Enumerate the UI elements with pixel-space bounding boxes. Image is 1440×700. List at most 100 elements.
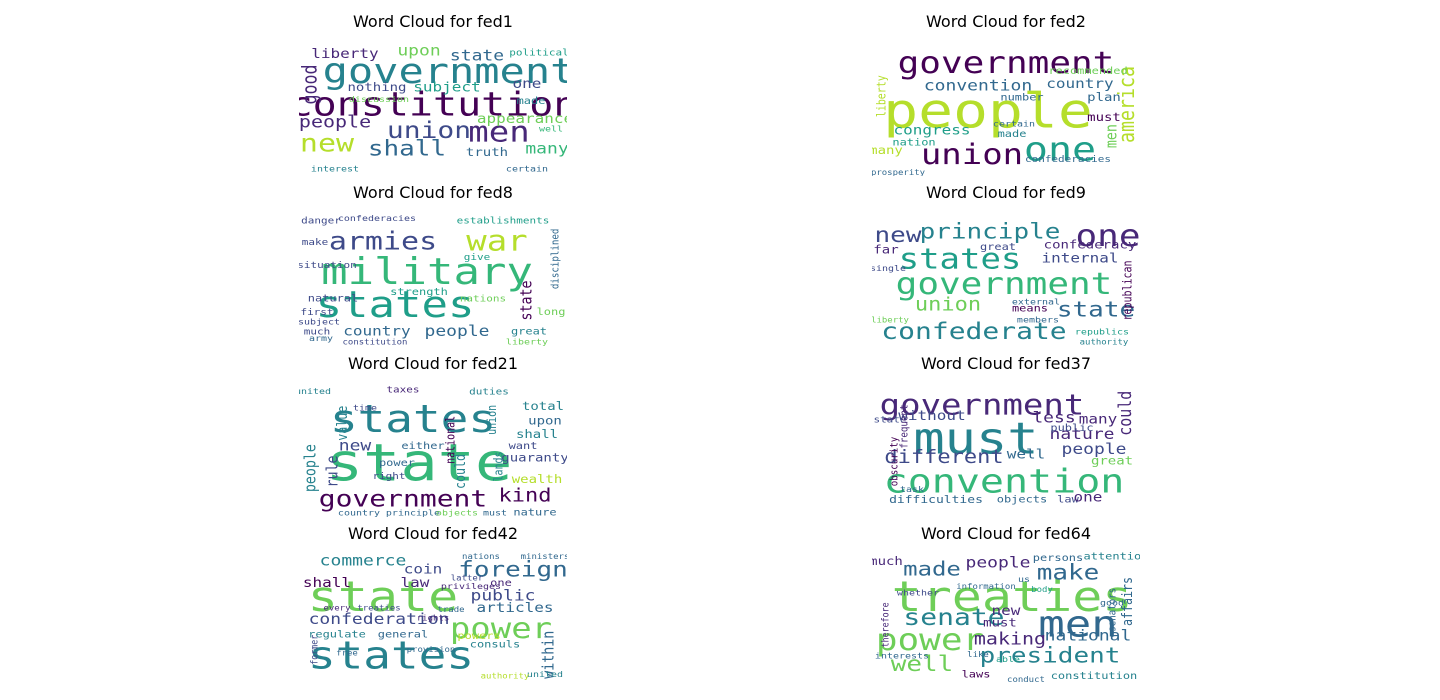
wordcloud-panel-fed9: Word Cloud for fed9 government states conf… xyxy=(872,183,1140,349)
cloud-word: government xyxy=(880,389,1085,422)
cloud-word: objects xyxy=(436,508,478,518)
cloud-word: state xyxy=(450,47,504,64)
cloud-word: president xyxy=(980,643,1121,668)
cloud-word: total xyxy=(522,400,564,414)
cloud-word: less xyxy=(1032,409,1075,426)
cloud-word: rights xyxy=(417,613,449,622)
cloud-word: people xyxy=(883,83,1092,140)
cloud-word: persons xyxy=(1033,552,1084,564)
cloud-word: principle xyxy=(920,219,1061,244)
cloud-word: authority xyxy=(1080,337,1129,346)
cloud-word: internal xyxy=(1041,251,1118,266)
cloud-word: good xyxy=(299,65,322,105)
panel-title: Word Cloud for fed1 xyxy=(353,12,513,31)
cloud-word: states xyxy=(308,633,474,677)
cloud-word: state xyxy=(326,434,513,494)
cloud-word: difficulties xyxy=(889,493,983,506)
cloud-word: national xyxy=(443,416,457,464)
cloud-word: certain xyxy=(506,164,548,174)
cloud-word: kind xyxy=(499,484,552,506)
cloud-word: must xyxy=(1087,111,1121,125)
cloud-word: powers xyxy=(457,630,500,642)
cloud-word: great xyxy=(511,326,547,338)
cloud-word: privileges xyxy=(441,582,501,592)
cloud-word: frequent xyxy=(899,405,911,449)
cloud-word: long xyxy=(537,306,566,318)
cloud-word: country xyxy=(343,324,411,339)
cloud-word: single xyxy=(872,264,906,274)
cloud-word: means xyxy=(1012,302,1048,314)
cloud-word: many xyxy=(872,144,903,158)
cloud-word: law xyxy=(1057,493,1079,505)
cloud-word: duties xyxy=(469,387,509,397)
cloud-word: every xyxy=(323,603,350,612)
cloud-word: government xyxy=(896,266,1113,301)
cloud-word: new xyxy=(875,222,923,247)
cloud-word: men xyxy=(468,116,529,149)
cloud-word: value xyxy=(335,406,351,441)
cloud-word: general xyxy=(378,628,429,640)
cloud-word: body xyxy=(1031,585,1053,594)
cloud-word: obscurity xyxy=(889,437,901,487)
cloud-word: number xyxy=(1000,92,1044,104)
cloud-word: liberty xyxy=(506,337,549,347)
panel-title: Word Cloud for fed42 xyxy=(347,524,519,543)
wordcloud-panel-fed1: Word Cloud for fed1 constitution governme… xyxy=(299,12,567,178)
cloud-word: people xyxy=(299,113,371,132)
cloud-word: republics xyxy=(1075,327,1129,337)
cloud-word: first xyxy=(300,308,333,318)
cloud-word: objects xyxy=(997,493,1048,505)
word-cloud: must government convention different without… xyxy=(872,380,1140,518)
cloud-word: time xyxy=(353,403,377,413)
cloud-word: commerce xyxy=(320,552,407,569)
cloud-word: articles xyxy=(476,600,553,615)
cloud-word: like xyxy=(967,650,989,659)
cloud-word: members xyxy=(1017,315,1059,325)
cloud-word: united xyxy=(299,387,331,397)
cloud-word: must xyxy=(483,508,507,518)
cloud-word: senators xyxy=(1107,588,1119,632)
word-cloud: government states confederate one new princip… xyxy=(872,209,1140,347)
cloud-word: new xyxy=(300,128,355,158)
cloud-word: one xyxy=(1074,490,1103,505)
cloud-word: subject xyxy=(299,317,340,327)
cloud-word: states xyxy=(899,243,1022,276)
cloud-word: military xyxy=(321,249,533,292)
cloud-word: power xyxy=(450,613,552,646)
panel-title: Word Cloud for fed21 xyxy=(347,354,519,373)
cloud-word: upon xyxy=(528,415,562,429)
wordcloud-panel-fed2: Word Cloud for fed2 people government unio… xyxy=(872,12,1140,178)
cloud-word: foreign xyxy=(458,556,567,581)
cloud-word: convention xyxy=(924,77,1032,94)
cloud-word: people xyxy=(965,554,1030,571)
cloud-word: nations xyxy=(462,552,500,561)
cloud-word: great xyxy=(1091,455,1133,469)
cloud-word: plan xyxy=(1087,91,1121,105)
cloud-word: must xyxy=(913,414,1038,464)
cloud-word: danger xyxy=(301,216,341,226)
cloud-word: truth xyxy=(466,146,508,160)
cloud-word: former xyxy=(309,634,321,664)
cloud-word: liberty xyxy=(874,75,888,117)
cloud-word: make xyxy=(1037,560,1100,585)
cloud-word: wealth xyxy=(512,473,563,487)
cloud-word: task xyxy=(900,485,925,495)
cloud-word: shall xyxy=(303,575,351,590)
cloud-word: america xyxy=(1113,66,1139,143)
cloud-word: power xyxy=(379,457,415,469)
cloud-word: authority xyxy=(481,671,530,680)
cloud-word: new xyxy=(339,437,372,454)
cloud-word: latter xyxy=(451,573,483,582)
cloud-word: certain xyxy=(993,119,1035,129)
cloud-word: government xyxy=(319,486,487,513)
cloud-word: one xyxy=(1075,218,1140,253)
cloud-word: far xyxy=(873,244,899,258)
cloud-word: interests xyxy=(875,651,929,661)
cloud-word: union xyxy=(387,117,471,144)
cloud-word: confederacies xyxy=(1025,155,1111,165)
cloud-word: discussion xyxy=(349,95,409,105)
cloud-word: making xyxy=(974,630,1046,649)
cloud-word: government xyxy=(323,52,567,93)
cloud-word: army xyxy=(309,334,334,344)
cloud-word: state xyxy=(517,280,535,320)
